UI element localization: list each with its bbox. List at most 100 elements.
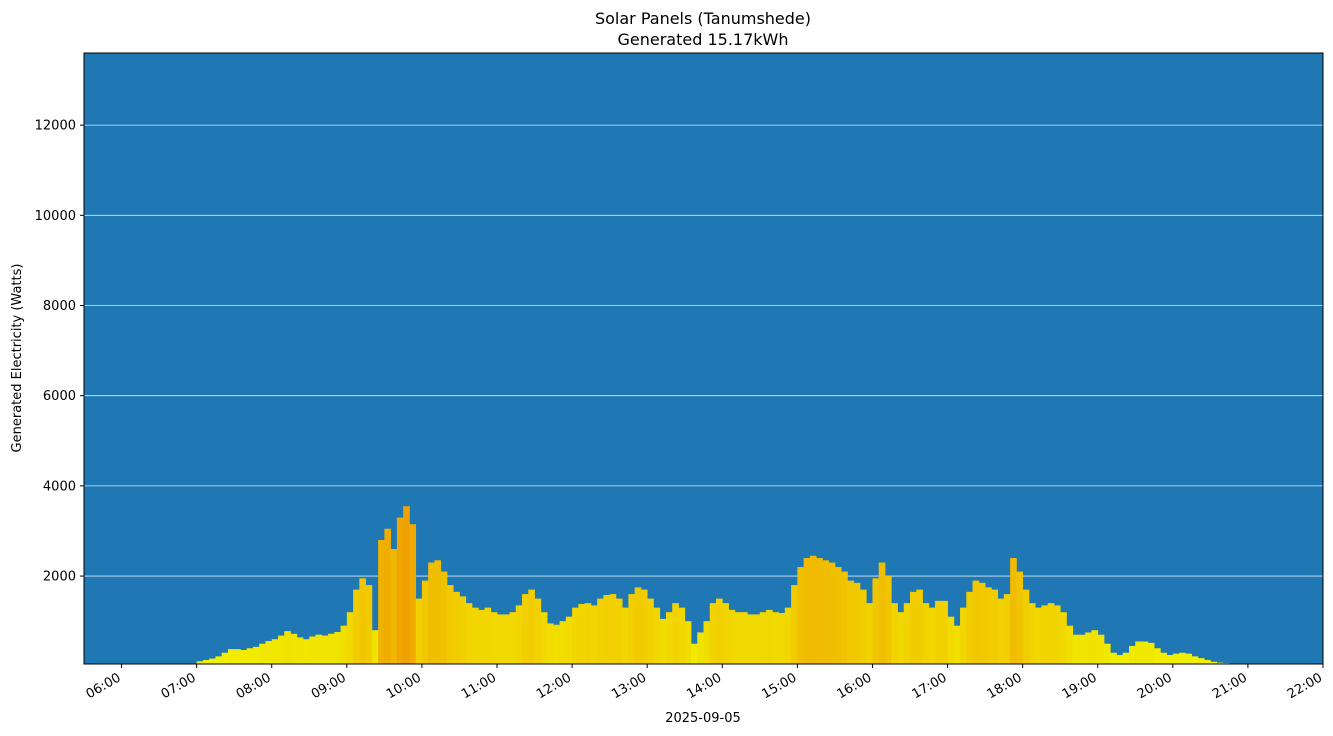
bar [910,591,917,664]
bar [321,635,329,664]
bar [634,587,642,664]
bar [1147,642,1155,664]
bar [315,634,323,664]
bar [1110,652,1117,664]
bar [816,558,823,664]
bar [897,612,905,664]
y-tick-label: 2000 [43,570,76,585]
gridlines [84,124,1323,577]
bar [490,612,498,664]
bar [1216,662,1224,664]
bar [791,585,798,664]
bar [202,659,210,664]
bar [1041,605,1049,664]
bar [753,614,761,664]
bar [834,567,842,664]
bar [540,612,548,664]
bar [1210,661,1218,664]
bar [1197,658,1205,664]
bar [1091,630,1099,664]
bar [1097,634,1105,664]
bar [1185,653,1192,664]
bar [640,589,648,664]
bar [772,612,779,664]
bar [1154,648,1161,664]
x-tick-label: 09:00 [309,670,349,702]
bar [978,582,986,664]
bar [903,603,911,664]
bar [878,562,886,664]
bar [1010,558,1017,664]
x-tick-label: 15:00 [759,670,799,702]
y-axis-label: Generated Electricity (Watts) [10,264,25,453]
bar [478,609,485,664]
x-tick-label: 14:00 [684,670,724,702]
bar [797,567,805,664]
y-tick-label: 8000 [43,299,76,314]
bar [572,607,579,664]
bar [1035,607,1042,664]
bar [853,582,861,664]
x-tick-label: 13:00 [609,670,649,702]
bar [453,591,460,664]
bar [672,603,679,664]
bar [659,618,667,664]
bar [553,624,560,664]
bar [265,641,273,664]
bar [841,571,848,664]
bar [534,598,542,664]
y-axis: 2000 4000 6000 8000 10000 12000 [35,119,84,585]
y-tick-label: 4000 [43,479,76,494]
y-tick-label: 6000 [43,389,76,404]
bar [1122,652,1130,664]
bar [997,598,1005,664]
bar [822,560,830,664]
bar [234,649,241,664]
bar [1103,643,1111,664]
bar [390,549,398,664]
bar [703,621,711,664]
bar [465,603,473,664]
bar [628,594,636,664]
bar [615,598,623,664]
bar [522,594,529,664]
bar [1072,634,1080,664]
bar [1116,654,1124,664]
bar [1003,594,1011,664]
x-tick-label: 12:00 [534,670,574,702]
bar [1085,632,1092,664]
bar [928,607,936,664]
x-tick-label: 08:00 [234,670,274,702]
bar [747,614,754,664]
bar [1172,653,1180,664]
bar [1129,645,1136,664]
bar [741,612,748,664]
bar [828,562,836,664]
bar [209,658,216,664]
bar [196,661,204,664]
bar [1135,641,1142,664]
x-tick-label: 17:00 [910,670,950,702]
bar [1053,605,1061,664]
x-tick-label: 18:00 [985,670,1025,702]
bar [953,625,961,664]
bar [734,612,742,664]
bar [809,555,817,664]
bar [1204,659,1211,664]
x-tick-label: 21:00 [1210,670,1250,702]
bar [866,603,873,664]
bar [227,649,235,664]
x-tick-label: 11:00 [459,670,499,702]
bar [916,589,923,664]
bar [784,607,792,664]
bar [396,517,404,664]
bar [428,562,435,664]
bar [985,587,992,664]
bar [471,607,479,664]
bar [1060,612,1067,664]
bar [290,633,298,664]
bar [497,614,504,664]
bar [1191,656,1199,664]
bar [509,612,517,664]
